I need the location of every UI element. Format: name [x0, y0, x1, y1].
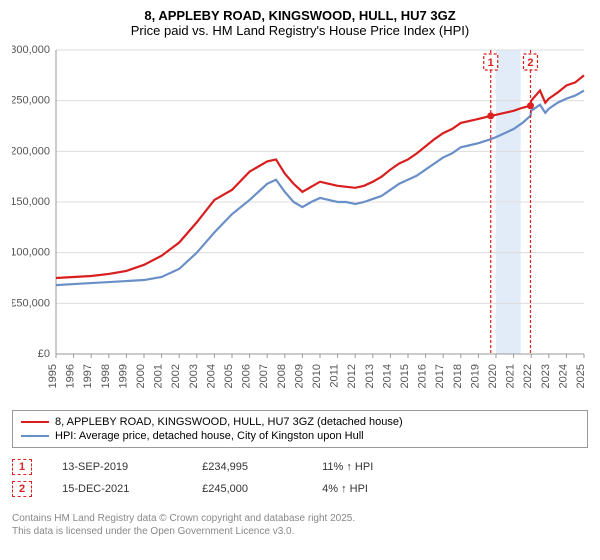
x-tick-label: 1999: [117, 364, 129, 388]
line-chart: £0 £50,000 £100,000 £150,000 £200,000 £250,00…: [12, 44, 588, 404]
y-tick-label: £100,000: [12, 247, 50, 259]
x-tick-label: 2005: [223, 364, 235, 388]
x-tick-label: 2023: [540, 364, 552, 388]
transaction-price: £234,995: [202, 461, 292, 473]
transaction-badge: 1: [12, 459, 32, 475]
x-tick-label: 2011: [329, 364, 341, 388]
x-tick-label: 2020: [487, 364, 499, 388]
x-tick-label: 2017: [434, 364, 446, 388]
marker-badge: 1: [488, 57, 494, 69]
x-tick-label: 2004: [205, 364, 217, 388]
x-tick-label: 2018: [452, 364, 464, 388]
footer-line2: This data is licensed under the Open Gov…: [12, 525, 588, 538]
x-tick-label: 2013: [364, 364, 376, 388]
footer-line1: Contains HM Land Registry data © Crown c…: [12, 512, 588, 525]
x-tick-label: 2000: [135, 364, 147, 388]
x-tick-label: 2002: [170, 364, 182, 388]
legend-swatch: [21, 435, 49, 438]
x-tick-label: 1998: [100, 364, 112, 388]
title-subtitle: Price paid vs. HM Land Registry's House …: [12, 23, 588, 38]
title-address: 8, APPLEBY ROAD, KINGSWOOD, HULL, HU7 3G…: [12, 8, 588, 23]
footer-attribution: Contains HM Land Registry data © Crown c…: [12, 512, 588, 538]
transaction-row: 1 13-SEP-2019 £234,995 11% ↑ HPI: [12, 456, 588, 478]
legend-label: 8, APPLEBY ROAD, KINGSWOOD, HULL, HU7 3G…: [55, 416, 403, 428]
x-tick-label: 2001: [153, 364, 165, 388]
x-tick-label: 2003: [188, 364, 200, 388]
x-tick-label: 2008: [276, 364, 288, 388]
x-tick-label: 2016: [417, 364, 429, 388]
x-tick-label: 2006: [241, 364, 253, 388]
x-tick-label: 1995: [47, 364, 59, 388]
x-tick-label: 1996: [65, 364, 77, 388]
x-tick-label: 2024: [557, 364, 569, 388]
x-tick-label: 2022: [522, 364, 534, 388]
chart-title: 8, APPLEBY ROAD, KINGSWOOD, HULL, HU7 3G…: [12, 8, 588, 38]
transaction-note: 4% ↑ HPI: [322, 483, 368, 495]
y-tick-label: £300,000: [12, 44, 50, 56]
legend-item: 8, APPLEBY ROAD, KINGSWOOD, HULL, HU7 3G…: [21, 415, 579, 429]
y-tick-label: £150,000: [12, 196, 50, 208]
marker-badge: 2: [527, 57, 533, 69]
x-tick-label: 2021: [505, 364, 517, 388]
x-tick-label: 2007: [258, 364, 270, 388]
transactions-table: 1 13-SEP-2019 £234,995 11% ↑ HPI 2 15-DEC-202…: [12, 456, 588, 500]
transaction-row: 2 15-DEC-2021 £245,000 4% ↑ HPI: [12, 478, 588, 500]
legend-swatch: [21, 421, 49, 424]
y-tick-label: £0: [38, 348, 50, 360]
x-tick-label: 2015: [399, 364, 411, 388]
y-tick-label: £50,000: [12, 297, 50, 309]
transaction-price: £245,000: [202, 483, 292, 495]
transaction-badge: 2: [12, 481, 32, 497]
x-tick-label: 2025: [575, 364, 587, 388]
x-tick-label: 2010: [311, 364, 323, 388]
transaction-date: 15-DEC-2021: [62, 483, 172, 495]
x-tick-label: 2014: [381, 364, 393, 388]
legend-label: HPI: Average price, detached house, City…: [55, 430, 364, 442]
x-tick-label: 1997: [82, 364, 94, 388]
y-tick-label: £200,000: [12, 145, 50, 157]
x-tick-label: 2012: [346, 364, 358, 388]
legend-item: HPI: Average price, detached house, City…: [21, 429, 579, 443]
x-tick-label: 2019: [469, 364, 481, 388]
transaction-date: 13-SEP-2019: [62, 461, 172, 473]
x-tick-label: 2009: [293, 364, 305, 388]
y-tick-label: £250,000: [12, 95, 50, 107]
transaction-note: 11% ↑ HPI: [322, 461, 373, 473]
legend: 8, APPLEBY ROAD, KINGSWOOD, HULL, HU7 3G…: [12, 410, 588, 448]
